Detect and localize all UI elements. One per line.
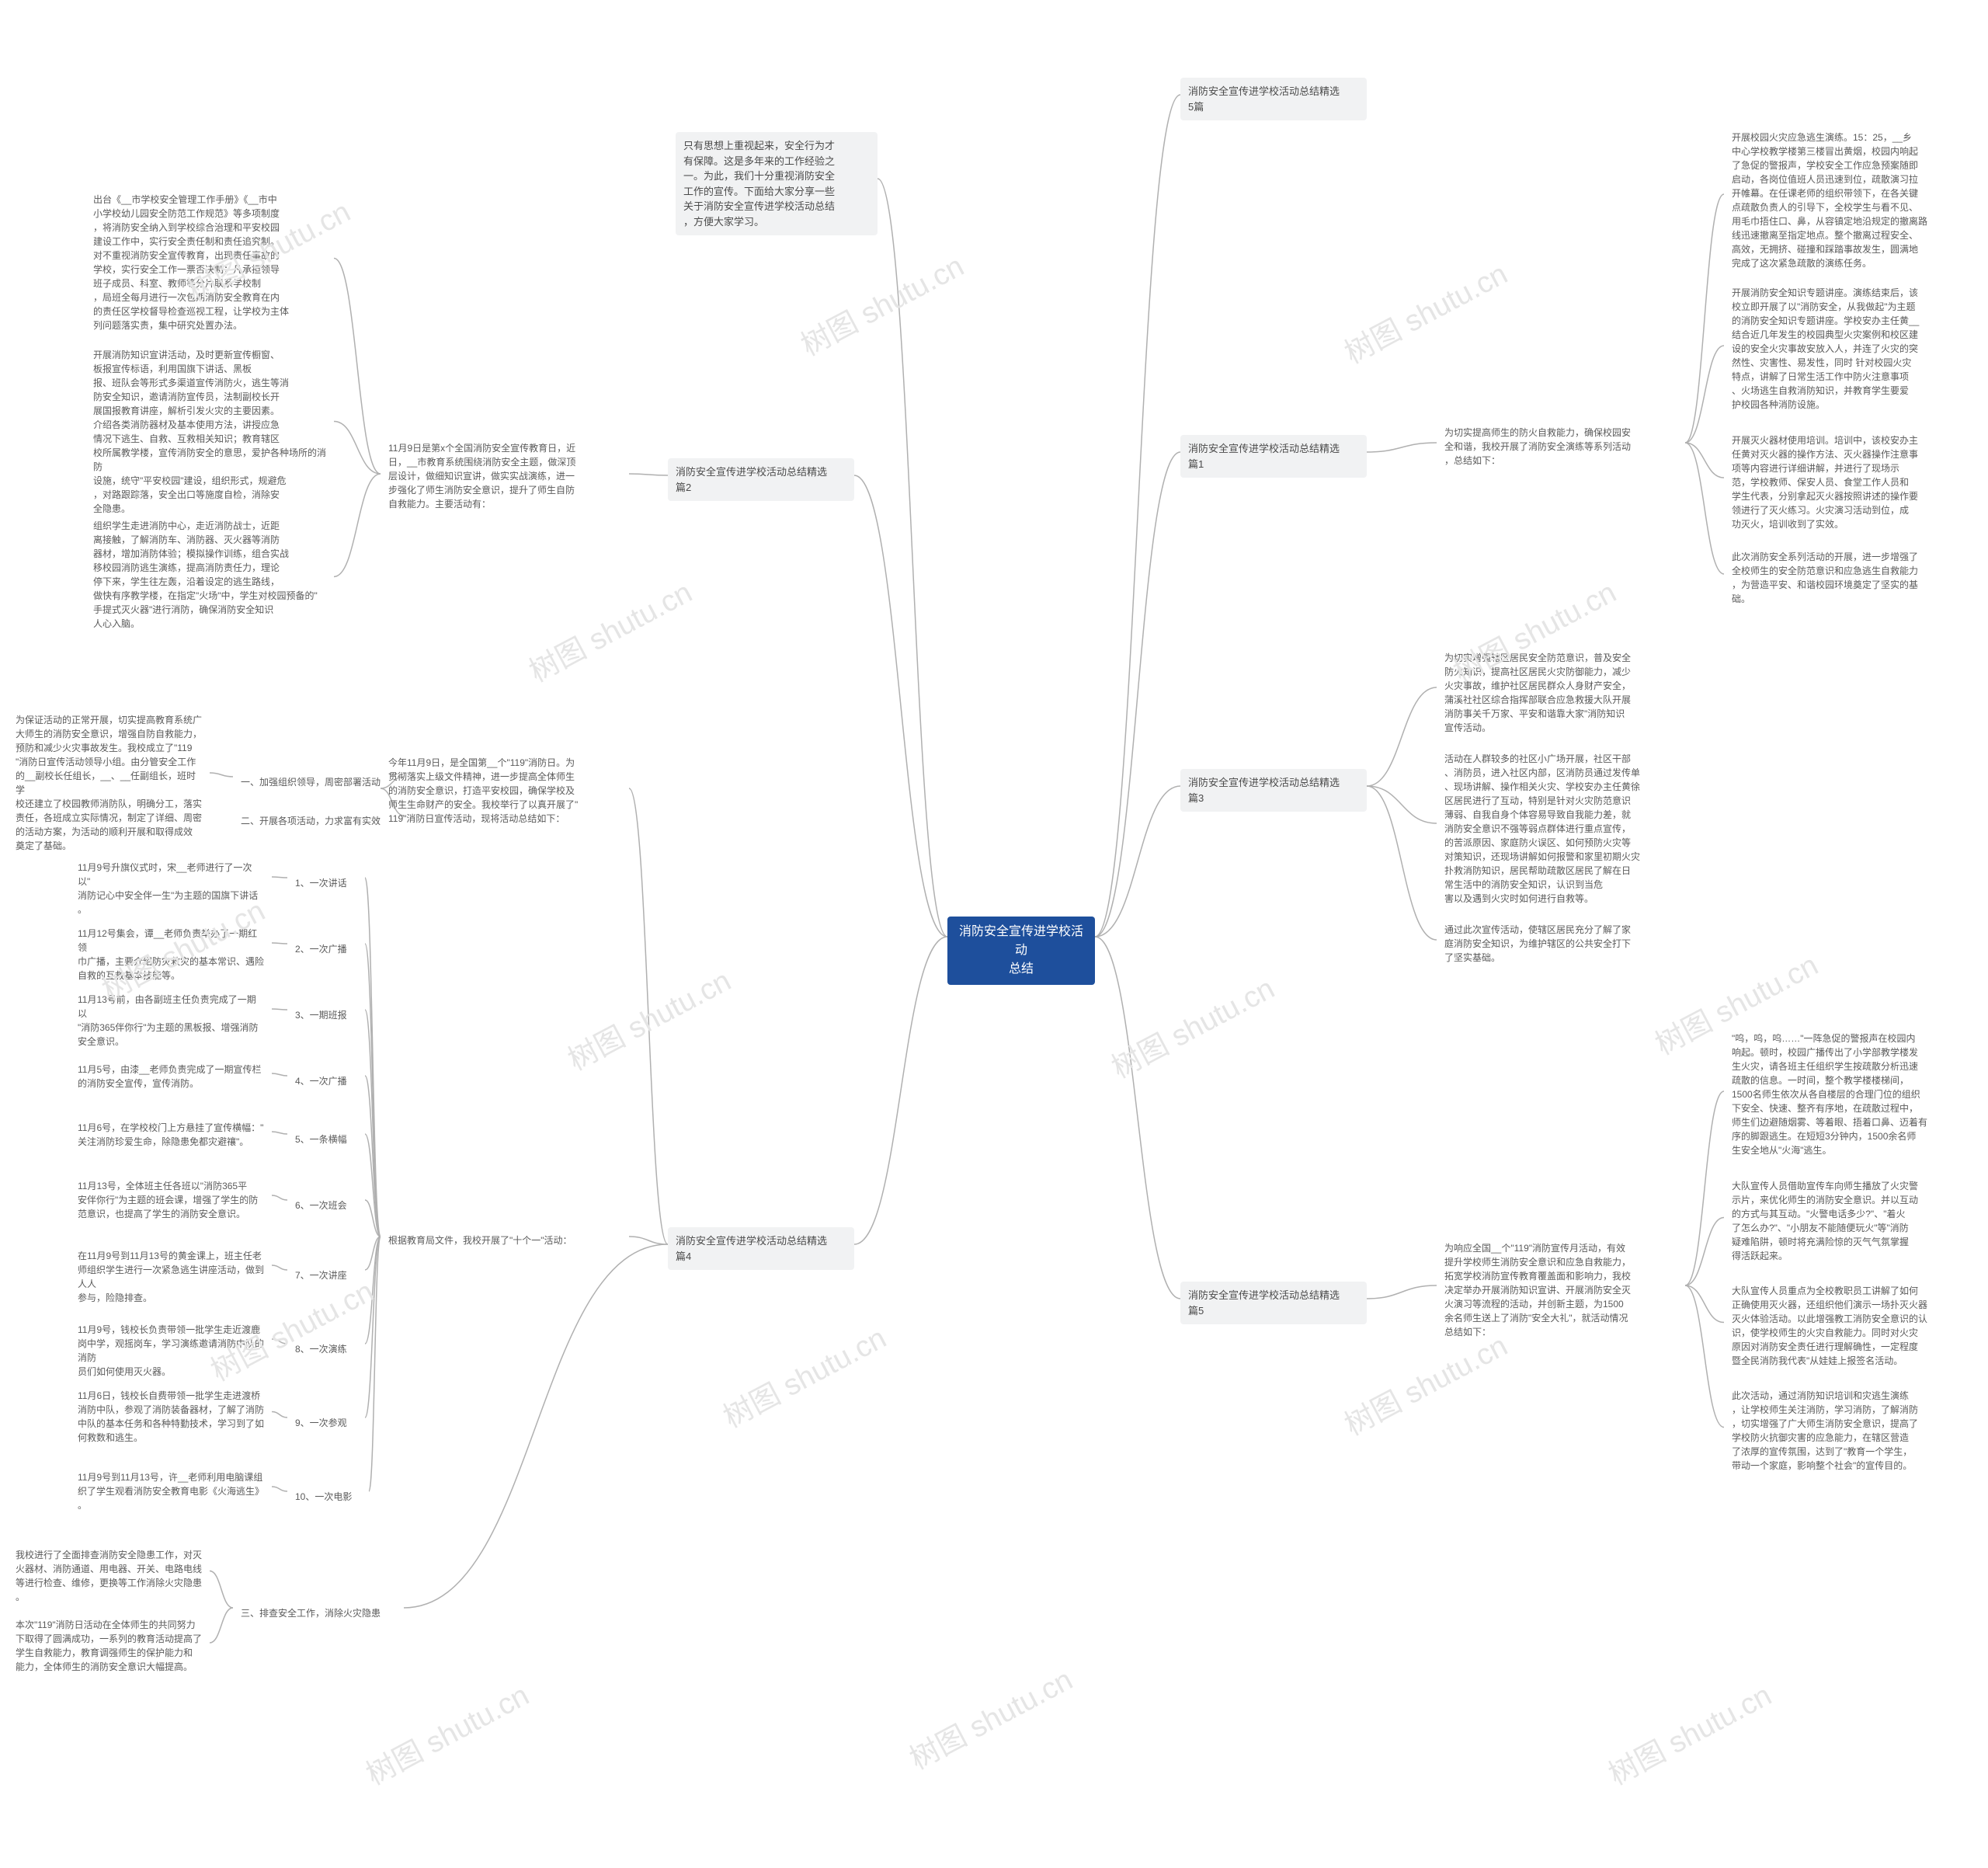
- node-l4b: 2、一次广播: [287, 936, 365, 962]
- node-l4d-t: 11月5号，由漆__老师负责完成了一期宣传栏 的消防安全宣传，宣传消防。: [70, 1056, 272, 1097]
- node-r5top: 消防安全宣传进学校活动总结精选 5篇: [1180, 78, 1367, 120]
- node-l2b: 开展消防知识宣讲活动，及时更新宣传橱窗、 板报宣传标语，利用国旗下讲话、黑板 报…: [85, 342, 334, 522]
- node-l4j: 10、一次电影: [287, 1484, 369, 1510]
- node-r1b: 开展消防安全知识专题讲座。演练结束后，该 校立即开展了以"消防安全，从我做起"为…: [1724, 280, 1965, 418]
- watermark: 树图 shutu.cn: [901, 1656, 1079, 1778]
- node-r5a: "呜，呜，呜……"一阵急促的警报声在校园内 响起。顿时，校园广播传出了小学部教学…: [1724, 1025, 1965, 1164]
- node-l4e-t: 11月6号，在学校校门上方悬挂了宣传横幅：" 关注消防珍爱生命，除隐患免都灾避禳…: [70, 1115, 272, 1155]
- node-l4h1a: 为保证活动的正常开展，切实提高教育系统广 大师生的消防安全意识，增强自防自救能力…: [8, 707, 210, 859]
- node-l4a: 1、一次讲话: [287, 870, 365, 896]
- node-root: 消防安全宣传进学校活动 总结: [947, 917, 1095, 985]
- node-r5m: 为响应全国__个"119"消防宣传月活动，有效 提升学校师生消防安全意识和应急自…: [1437, 1235, 1685, 1345]
- node-r1c: 开展灭火器材使用培训。培训中，该校安办主 任黄对灭火器的操作方法、灭火器操作注意…: [1724, 427, 1965, 537]
- node-r3: 消防安全宣传进学校活动总结精选 篇3: [1180, 769, 1367, 812]
- node-l4i: 9、一次参观: [287, 1410, 365, 1436]
- node-l2a: 出台《__市学校安全管理工作手册》《__市中 小学校幼儿园安全防范工作规范》等多…: [85, 186, 334, 339]
- watermark: 树图 shutu.cn: [1103, 965, 1281, 1087]
- node-l4h1: 一、加强组织领导，周密部署活动: [233, 769, 404, 795]
- watermark: 树图 shutu.cn: [520, 569, 698, 690]
- node-l4h-t: 11月9号，钱校长负责带领一批学生走近渡鹿 岗中学，观摇岗车，学习演练邀请消防中…: [70, 1317, 272, 1385]
- node-r3b: 活动在人群较多的社区小广场开展，社区干部 、消防员，进入社区内部，区消防员通过发…: [1437, 746, 1685, 912]
- node-l4g: 7、一次讲座: [287, 1262, 365, 1289]
- watermark: 树图 shutu.cn: [559, 957, 737, 1079]
- node-r3a: 为切实增强辖区居民安全防范意识，普及安全 防火知识，提高社区居民火灾防御能力，减…: [1437, 645, 1685, 741]
- node-l2: 消防安全宣传进学校活动总结精选 篇2: [668, 458, 854, 501]
- node-l4d: 4、一次广播: [287, 1068, 365, 1094]
- node-l4m: 今年11月9日，是全国第__个"119"消防日。为 贯彻落实上级文件精神，进一步…: [381, 750, 629, 832]
- node-l4b-t: 11月12号集会，谭__老师负责举办了一期红领 巾广播，主要介绍防灾救灾的基本常…: [70, 920, 272, 989]
- node-r5d: 此次活动，通过消防知识培训和灾逃生演练 ，让学校师生关注消防，学习消防，了解消防…: [1724, 1383, 1965, 1479]
- watermark: 树图 shutu.cn: [357, 1671, 535, 1793]
- node-r1d: 此次消防安全系列活动的开展，进一步增强了 全校师生的安全防范意识和应急逃生自救能…: [1724, 544, 1965, 612]
- node-l2c: 组织学生走进消防中心，走近消防战士，近距 离接触，了解消防车、消防器、灭火器等消…: [85, 513, 334, 641]
- node-l4g-t: 在11月9号到11月13号的黄金课上，班主任老 师组织学生进行一次紧急逃生讲座活…: [70, 1243, 272, 1311]
- node-l4f: 6、一次班会: [287, 1192, 365, 1219]
- mindmap-canvas: 消防安全宣传进学校活动 总结 只有思想上重视起来，安全行为才 有保障。这是多年来的…: [0, 0, 1988, 1868]
- node-r5c: 大队宣传人员重点为全校教职员工讲解了如何 正确使用灭火器，还组织他们演示一场扑灭…: [1724, 1278, 1965, 1374]
- watermark: 树图 shutu.cn: [792, 242, 970, 364]
- node-l4f-t: 11月13号，全体班主任各班以"消防365平 安伴你行"为主题的班会课，增强了学…: [70, 1173, 272, 1227]
- node-intro: 只有思想上重视起来，安全行为才 有保障。这是多年来的工作经验之 一。为此，我们十…: [676, 132, 878, 235]
- node-r1: 消防安全宣传进学校活动总结精选 篇1: [1180, 435, 1367, 478]
- node-l4h3a: 我校进行了全面排查消防安全隐患工作，对灭 火器材、消防通道、用电器、开关、电路电…: [8, 1542, 210, 1610]
- node-l4j-t: 11月9号到11月13号，许__老师利用电脑课组 织了学生观看消防安全教育电影《…: [70, 1464, 272, 1518]
- node-r3c: 通过此次宣传活动，使辖区居民充分了解了家 庭消防安全知识，为维护辖区的公共安全打…: [1437, 917, 1685, 971]
- node-l4c-t: 11月13号前，由各副班主任负责完成了一期以 "消防365伴你行"为主题的黑板报…: [70, 986, 272, 1055]
- node-l4h2: 二、开展各项活动，力求富有实效: [233, 808, 404, 834]
- watermark: 树图 shutu.cn: [1336, 250, 1514, 372]
- node-r1a: 开展校园火灾应急逃生演练。15：25，__乡 中心学校教学楼第三楼冒出黄烟，校园…: [1724, 124, 1965, 277]
- watermark: 树图 shutu.cn: [714, 1314, 892, 1436]
- node-l4a-t: 11月9号升旗仪式时，宋__老师进行了一次以" 消防记心中安全伴一生"为主题的国…: [70, 854, 272, 923]
- node-l4i-t: 11月6日，钱校长自费带领一批学生走进渡桥 消防中队，参观了消防装备器材，了解了…: [70, 1383, 272, 1451]
- node-l4h: 8、一次演练: [287, 1336, 365, 1362]
- node-l4h3: 三、排查安全工作，消除火灾隐患: [233, 1600, 404, 1626]
- node-r5: 消防安全宣传进学校活动总结精选 篇5: [1180, 1282, 1367, 1324]
- node-r5b: 大队宣传人员借助宣传车向师生播放了火灾警 示片，来优化师生的消防安全意识。并以互…: [1724, 1173, 1965, 1269]
- node-l4e: 5、一条横幅: [287, 1126, 365, 1153]
- watermark: 树图 shutu.cn: [1600, 1671, 1778, 1793]
- node-l4h3b: 本次"119"消防日活动在全体师生的共同努力 下取得了圆满成功，一系列的教育活动…: [8, 1612, 210, 1680]
- node-l2m: 11月9日是第x个全国消防安全宣传教育日，近 日，__市教育系统围绕消防安全主题…: [381, 435, 629, 517]
- node-l4c: 3、一期班报: [287, 1002, 365, 1028]
- node-l4: 消防安全宣传进学校活动总结精选 篇4: [668, 1227, 854, 1270]
- node-l4m2: 根据教育局文件，我校开展了"十个一"活动：: [381, 1227, 629, 1254]
- node-r1m: 为切实提高师生的防火自救能力，确保校园安 全和谐，我校开展了消防安全演练等系列活…: [1437, 419, 1685, 474]
